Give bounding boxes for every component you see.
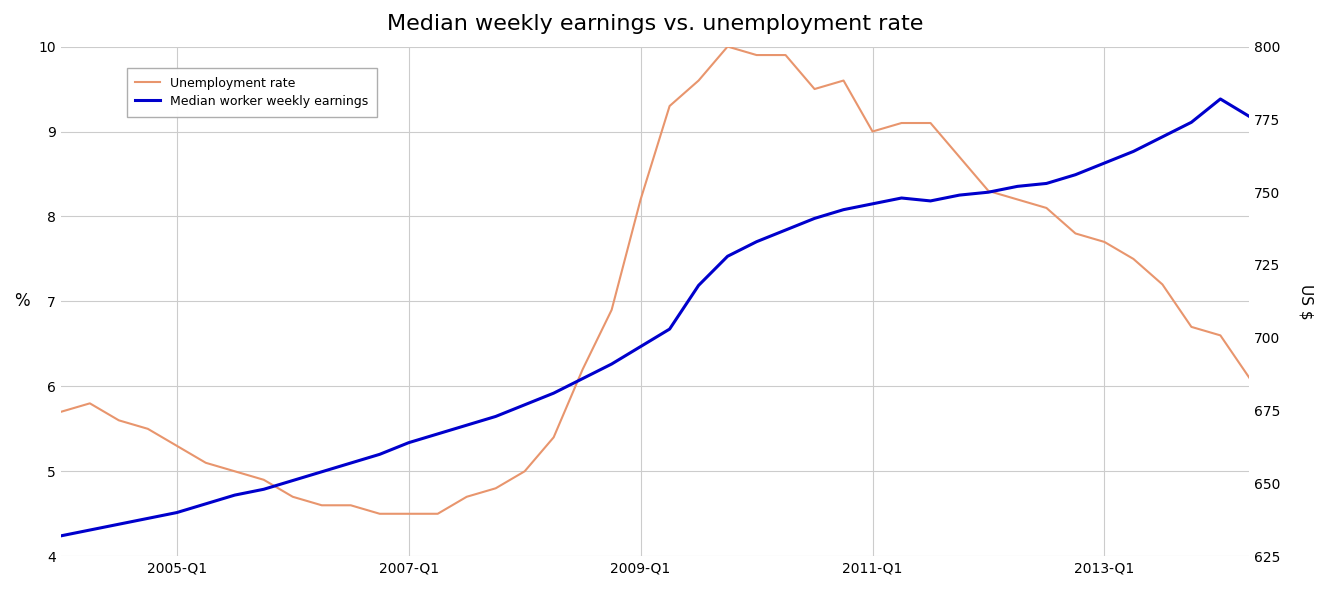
Unemployment rate <box>1242 375 1258 382</box>
Median worker weekly earnings <box>1096 160 1112 167</box>
Median worker weekly earnings <box>459 422 475 429</box>
Unemployment rate <box>401 510 417 517</box>
Unemployment rate <box>981 187 997 194</box>
Unemployment rate <box>748 51 764 58</box>
Median worker weekly earnings <box>922 197 938 204</box>
Unemployment rate <box>719 43 735 50</box>
Unemployment rate <box>1067 230 1083 237</box>
Unemployment rate <box>227 468 243 475</box>
Median worker weekly earnings <box>342 459 358 466</box>
Median worker weekly earnings <box>719 253 735 260</box>
Unemployment rate <box>1184 323 1200 330</box>
Median worker weekly earnings <box>430 431 446 438</box>
Median worker weekly earnings <box>748 238 764 245</box>
Median worker weekly earnings <box>690 282 706 289</box>
Median worker weekly earnings <box>545 389 561 396</box>
Title: Median weekly earnings vs. unemployment rate: Median weekly earnings vs. unemployment … <box>387 14 924 34</box>
Unemployment rate <box>313 502 329 509</box>
Unemployment rate <box>604 306 620 313</box>
Median worker weekly earnings <box>1154 133 1170 140</box>
Unemployment rate <box>342 502 358 509</box>
Median worker weekly earnings <box>778 227 794 234</box>
Unemployment rate <box>459 493 475 500</box>
Unemployment rate <box>1154 281 1170 288</box>
Unemployment rate <box>285 493 301 500</box>
Median worker weekly earnings <box>372 451 387 458</box>
Line: Median worker weekly earnings: Median worker weekly earnings <box>61 99 1250 536</box>
Unemployment rate <box>82 400 98 407</box>
Median worker weekly earnings <box>256 486 272 493</box>
Y-axis label: US $: US $ <box>1298 283 1314 319</box>
Unemployment rate <box>807 85 823 92</box>
Unemployment rate <box>951 154 967 161</box>
Median worker weekly earnings <box>111 521 127 528</box>
Median worker weekly earnings <box>981 188 997 196</box>
Unemployment rate <box>922 120 938 127</box>
Unemployment rate <box>633 196 649 203</box>
Median worker weekly earnings <box>488 413 504 420</box>
Median worker weekly earnings <box>1039 180 1055 187</box>
Median worker weekly earnings <box>807 215 823 222</box>
Median worker weekly earnings <box>1125 148 1141 155</box>
Median worker weekly earnings <box>1067 171 1083 178</box>
Unemployment rate <box>575 366 591 373</box>
Median worker weekly earnings <box>82 527 98 534</box>
Unemployment rate <box>865 128 881 135</box>
Median worker weekly earnings <box>227 492 243 499</box>
Unemployment rate <box>778 51 794 58</box>
Median worker weekly earnings <box>893 194 909 201</box>
Unemployment rate <box>430 510 446 517</box>
Unemployment rate <box>516 468 532 475</box>
Unemployment rate <box>169 442 184 449</box>
Unemployment rate <box>1010 196 1026 203</box>
Legend: Unemployment rate, Median worker weekly earnings: Unemployment rate, Median worker weekly … <box>126 68 377 117</box>
Median worker weekly earnings <box>139 515 155 522</box>
Median worker weekly earnings <box>836 206 852 213</box>
Unemployment rate <box>139 425 155 432</box>
Unemployment rate <box>1213 332 1229 339</box>
Unemployment rate <box>256 477 272 484</box>
Unemployment rate <box>488 485 504 492</box>
Median worker weekly earnings <box>951 191 967 198</box>
Median worker weekly earnings <box>401 439 417 446</box>
Median worker weekly earnings <box>313 468 329 475</box>
Median worker weekly earnings <box>1184 119 1200 126</box>
Median worker weekly earnings <box>1010 183 1026 190</box>
Median worker weekly earnings <box>516 401 532 408</box>
Unemployment rate <box>198 459 214 466</box>
Median worker weekly earnings <box>604 360 620 368</box>
Line: Unemployment rate: Unemployment rate <box>61 47 1250 514</box>
Median worker weekly earnings <box>53 532 69 540</box>
Median worker weekly earnings <box>285 477 301 484</box>
Median worker weekly earnings <box>662 326 678 333</box>
Unemployment rate <box>1039 204 1055 211</box>
Unemployment rate <box>662 102 678 110</box>
Median worker weekly earnings <box>1242 113 1258 120</box>
Median worker weekly earnings <box>633 343 649 350</box>
Unemployment rate <box>690 77 706 84</box>
Y-axis label: %: % <box>13 292 29 310</box>
Unemployment rate <box>111 417 127 424</box>
Unemployment rate <box>893 120 909 127</box>
Unemployment rate <box>545 434 561 441</box>
Median worker weekly earnings <box>575 375 591 382</box>
Median worker weekly earnings <box>1213 95 1229 102</box>
Median worker weekly earnings <box>865 200 881 207</box>
Unemployment rate <box>1125 256 1141 263</box>
Unemployment rate <box>53 408 69 415</box>
Median worker weekly earnings <box>198 500 214 507</box>
Unemployment rate <box>836 77 852 84</box>
Unemployment rate <box>1096 239 1112 246</box>
Unemployment rate <box>372 510 387 517</box>
Median worker weekly earnings <box>169 509 184 516</box>
